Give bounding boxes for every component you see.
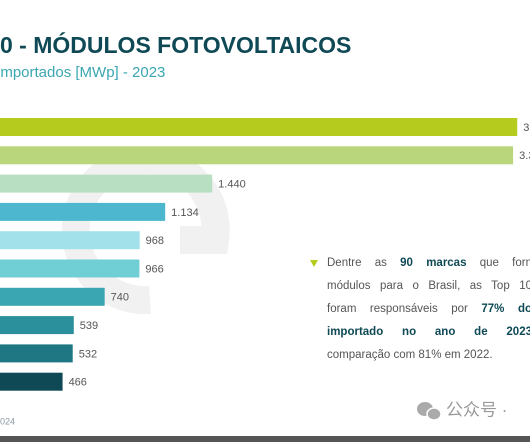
value-label: 968 (146, 235, 164, 247)
note-text: foram responsáveis por (327, 303, 482, 315)
chart-subtitle: importados [MWp] - 2023 (0, 64, 165, 81)
bar (0, 202, 166, 221)
wechat-icon (417, 402, 442, 421)
value-label: 466 (69, 377, 87, 389)
value-label: 966 (145, 263, 163, 275)
value-label: 1.440 (218, 179, 246, 191)
bar (0, 231, 140, 250)
bar (0, 316, 74, 335)
note-text: comparação com 81% em 2022. (327, 349, 493, 361)
value-label: 1.134 (171, 207, 199, 219)
note-text: Dentre as (327, 257, 401, 269)
bar (0, 146, 514, 165)
note-line: módulos para o Brasil, as Top 10 (327, 275, 530, 298)
note-line: comparação com 81% em 2022. (327, 344, 530, 367)
note-text: 90 marcas (400, 257, 467, 269)
bar (0, 118, 518, 136)
bar (0, 174, 213, 193)
bottom-bar (0, 436, 530, 442)
value-label: 532 (79, 348, 97, 360)
bar (0, 259, 140, 278)
chart-title: 0 - MÓDULOS FOTOVOLTAICOS (0, 31, 351, 58)
note-text: 77% do (481, 303, 530, 315)
footer: 024 (0, 416, 15, 426)
note-text: módulos para o Brasil, as Top 10 (327, 280, 530, 292)
note-line: Dentre as 90 marcas que forn (327, 252, 530, 275)
bar (0, 372, 63, 391)
note: Dentre as 90 marcas que forn módulos para… (327, 252, 530, 367)
value-label: 740 (111, 292, 129, 304)
watermark: 公众号 · (446, 400, 507, 419)
note-line: foram responsáveis por 77% do (327, 298, 530, 321)
value-label: 3.399 (519, 150, 530, 162)
bar (0, 287, 105, 306)
bar (0, 344, 73, 363)
bullet (310, 260, 318, 267)
value-label: 3.426 (523, 122, 530, 134)
value-label: 539 (80, 320, 98, 332)
note-text: que forn (466, 257, 530, 269)
note-text: importado no ano de 2023 (327, 326, 530, 338)
note-line: importado no ano de 2023 (327, 321, 530, 344)
